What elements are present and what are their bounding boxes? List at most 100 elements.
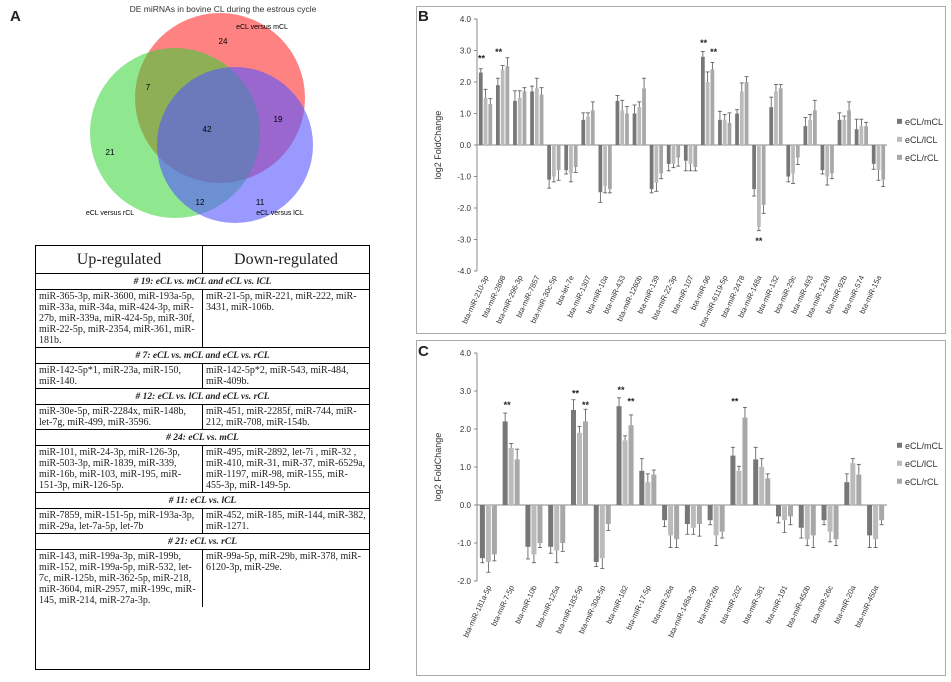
x-tick-label: bta-miR-26c (809, 584, 835, 625)
significance-marker: ** (755, 236, 763, 246)
group-title: # 7: eCL vs. mCL and eCL vs. rCL (36, 348, 369, 364)
bar (666, 145, 671, 164)
significance-marker: ** (478, 54, 486, 64)
bar (876, 145, 881, 171)
group-down: miR-99a-5p, miR-29b, miR-378, miR-6120-3… (202, 550, 369, 607)
venn-count-mcl-lcl: 19 (274, 115, 283, 124)
significance-marker: ** (731, 396, 739, 406)
bar (603, 145, 608, 186)
y-tick-label: 1.0 (460, 463, 472, 472)
y-tick-label: -4.0 (457, 267, 471, 276)
y-tick-label: -2.0 (457, 577, 471, 586)
bar (662, 505, 668, 521)
bar (867, 505, 873, 536)
bar (693, 145, 698, 168)
bar (642, 88, 646, 145)
header-up: Up-regulated (76, 251, 162, 268)
x-tick-label: bta-miR-181a-5p (461, 584, 493, 639)
venn-count-only-lcl: 11 (256, 198, 265, 207)
bar (539, 94, 544, 145)
bar (825, 145, 830, 177)
bar (736, 470, 742, 505)
bar (879, 505, 885, 521)
bar (778, 88, 783, 145)
bar (590, 110, 595, 145)
bar (485, 505, 491, 562)
x-tick-label: bta-miR-450a (853, 583, 881, 629)
bar (844, 482, 850, 505)
y-tick-label: -1.0 (457, 539, 471, 548)
y-axis-label: log2 FoldChange (433, 111, 443, 180)
bar (859, 126, 864, 145)
bar (854, 129, 859, 145)
bar (710, 69, 715, 145)
bar (625, 113, 629, 145)
venn-count-only-mcl: 24 (219, 37, 228, 46)
bar (774, 91, 778, 145)
bar (531, 505, 537, 555)
y-tick-label: 0.0 (460, 501, 472, 510)
group-down: miR-495, miR-2892, let-7i , miR-32 , miR… (202, 446, 369, 492)
mirna-table: Up-regulated Down-regulated # 19: eCL vs… (35, 245, 370, 670)
bar (761, 145, 766, 205)
y-axis-label: log2 FoldChange (433, 433, 443, 502)
bar (505, 66, 510, 145)
bar (556, 145, 561, 171)
group-title: # 24: eCL vs. mCL (36, 430, 369, 446)
bar (871, 145, 876, 164)
bar (548, 505, 554, 547)
legend-swatch (897, 460, 902, 466)
bar (830, 145, 834, 174)
bar (671, 145, 676, 164)
bar (842, 119, 847, 145)
bar (632, 113, 637, 145)
bar (478, 72, 483, 145)
bar (803, 126, 808, 145)
bar (598, 145, 603, 193)
y-tick-label: 4.0 (460, 15, 472, 24)
legend-swatch (897, 118, 902, 124)
bar (620, 110, 625, 145)
legend-swatch (897, 136, 902, 142)
bar (700, 56, 705, 145)
bar-chart-c: 4.0 3.0 2.0 1.0 0.0 -1.0 -2.0 log2 FoldChange bt… (416, 340, 946, 676)
group-title: # 11: eCL vs. lCL (36, 493, 369, 509)
legend-swatch (897, 442, 902, 448)
x-tick-label: bta-miR-7-5p (489, 584, 516, 627)
bar (786, 145, 791, 177)
bar (820, 145, 825, 171)
group-down: miR-451, miR-2285f, miR-744, miR-212, mi… (202, 405, 369, 429)
group-up: miR-101, miR-24-3p, miR-126-3p, miR-503-… (39, 447, 182, 491)
group-down: miR-142-5p*2, miR-543, miR-484, miR-409b… (202, 364, 369, 388)
bar (502, 421, 508, 505)
bar (649, 145, 654, 190)
legend-label: eCL/lCL (905, 459, 938, 469)
bar (645, 482, 651, 505)
bar (705, 82, 710, 145)
x-tick-label: bta-miR-182 (604, 584, 630, 625)
bar (560, 505, 566, 543)
bar (616, 406, 622, 505)
bar (639, 470, 645, 505)
bar (654, 145, 659, 183)
significance-marker: ** (495, 47, 503, 57)
bar (727, 122, 732, 145)
venn-label-mcl: eCL versus mCL (236, 24, 288, 31)
bar (508, 448, 514, 505)
venn-diagram: DE miRNAs in bovine CL during the estrou… (0, 0, 380, 240)
bar (808, 119, 813, 145)
group-up: miR-365-3p, miR-3600, miR-193a-5p, miR-3… (39, 291, 195, 346)
y-tick-label: 1.0 (460, 110, 472, 119)
chart-b-svg: 4.0 3.0 2.0 1.0 0.0 -1.0 -2.0 -3.0 -4.0 log2 Fold… (433, 15, 943, 328)
venn-label-rcl: eCL versus rCL (86, 210, 134, 217)
significance-marker: ** (710, 47, 718, 57)
y-tick-label: 2.0 (460, 78, 472, 87)
bar (628, 425, 634, 505)
bar (608, 145, 612, 190)
significance-marker: ** (618, 385, 626, 395)
table-group: # 21: eCL vs. rCL miR-143, miR-199a-3p, … (36, 534, 369, 607)
bar (525, 505, 531, 547)
bar (622, 440, 628, 505)
x-tick-label: bta-miR-26b (695, 584, 721, 625)
bar (742, 417, 748, 505)
